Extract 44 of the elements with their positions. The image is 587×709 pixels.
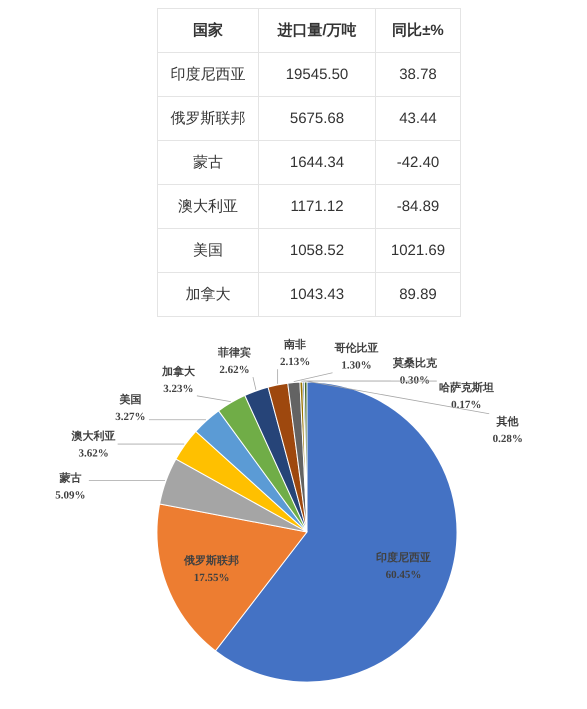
category-label: 美国 <box>158 228 258 272</box>
data-label: 5.09% <box>55 489 86 502</box>
data-label: 89.89 <box>376 272 460 316</box>
data-label: 1058.52 <box>258 228 376 272</box>
slice-label: 蒙古 <box>58 471 82 484</box>
data-label: 38.78 <box>376 52 460 96</box>
series-label: 进口量/万吨 <box>258 8 376 52</box>
data-label: 0.17% <box>451 399 482 412</box>
slice-label: 美国 <box>118 393 142 406</box>
data-label: 3.23% <box>163 382 194 395</box>
slice-label: 南非 <box>283 338 306 352</box>
text: 国家 <box>158 8 258 52</box>
slice-label: 哥伦比亚 <box>334 342 379 355</box>
slice-label: 其他 <box>496 414 520 428</box>
data-label: 2.62% <box>219 364 250 376</box>
category-label: 加拿大 <box>158 272 258 316</box>
data-label: 3.62% <box>78 448 109 460</box>
slice-label: 印度尼西亚 <box>376 550 432 564</box>
slice-label: 菲律宾 <box>216 346 251 360</box>
category-label: 澳大利亚 <box>158 184 258 228</box>
data-label: 1.30% <box>341 360 372 372</box>
category-label: 俄罗斯联邦 <box>158 96 258 140</box>
data-label: 19545.50 <box>258 52 376 96</box>
category-label: 印度尼西亚 <box>158 52 258 96</box>
slice-label: 莫桑比克 <box>392 356 438 370</box>
data-label: 3.27% <box>115 411 146 424</box>
slice-label: 哈萨克斯坦 <box>438 381 494 394</box>
slice-label: 加拿大 <box>160 364 196 378</box>
data-label: 2.13% <box>280 356 310 368</box>
data-label: -84.89 <box>376 184 460 228</box>
text: 同比±% <box>376 8 460 52</box>
data-label: 60.45% <box>386 568 422 581</box>
slice-label: 俄罗斯联邦 <box>183 554 240 568</box>
data-label: 0.28% <box>492 432 523 445</box>
slice-label: 澳大利亚 <box>70 430 116 443</box>
data-label: 43.44 <box>376 96 460 140</box>
data-label: -42.40 <box>376 140 460 184</box>
data-label: 1043.43 <box>258 272 376 316</box>
data-label: 17.55% <box>194 572 230 584</box>
data-label: 5675.68 <box>258 96 376 140</box>
data-label: 1171.12 <box>258 184 376 228</box>
category-label: 蒙古 <box>158 140 258 184</box>
data-label: 1021.69 <box>376 228 460 272</box>
data-label: 1644.34 <box>258 140 376 184</box>
